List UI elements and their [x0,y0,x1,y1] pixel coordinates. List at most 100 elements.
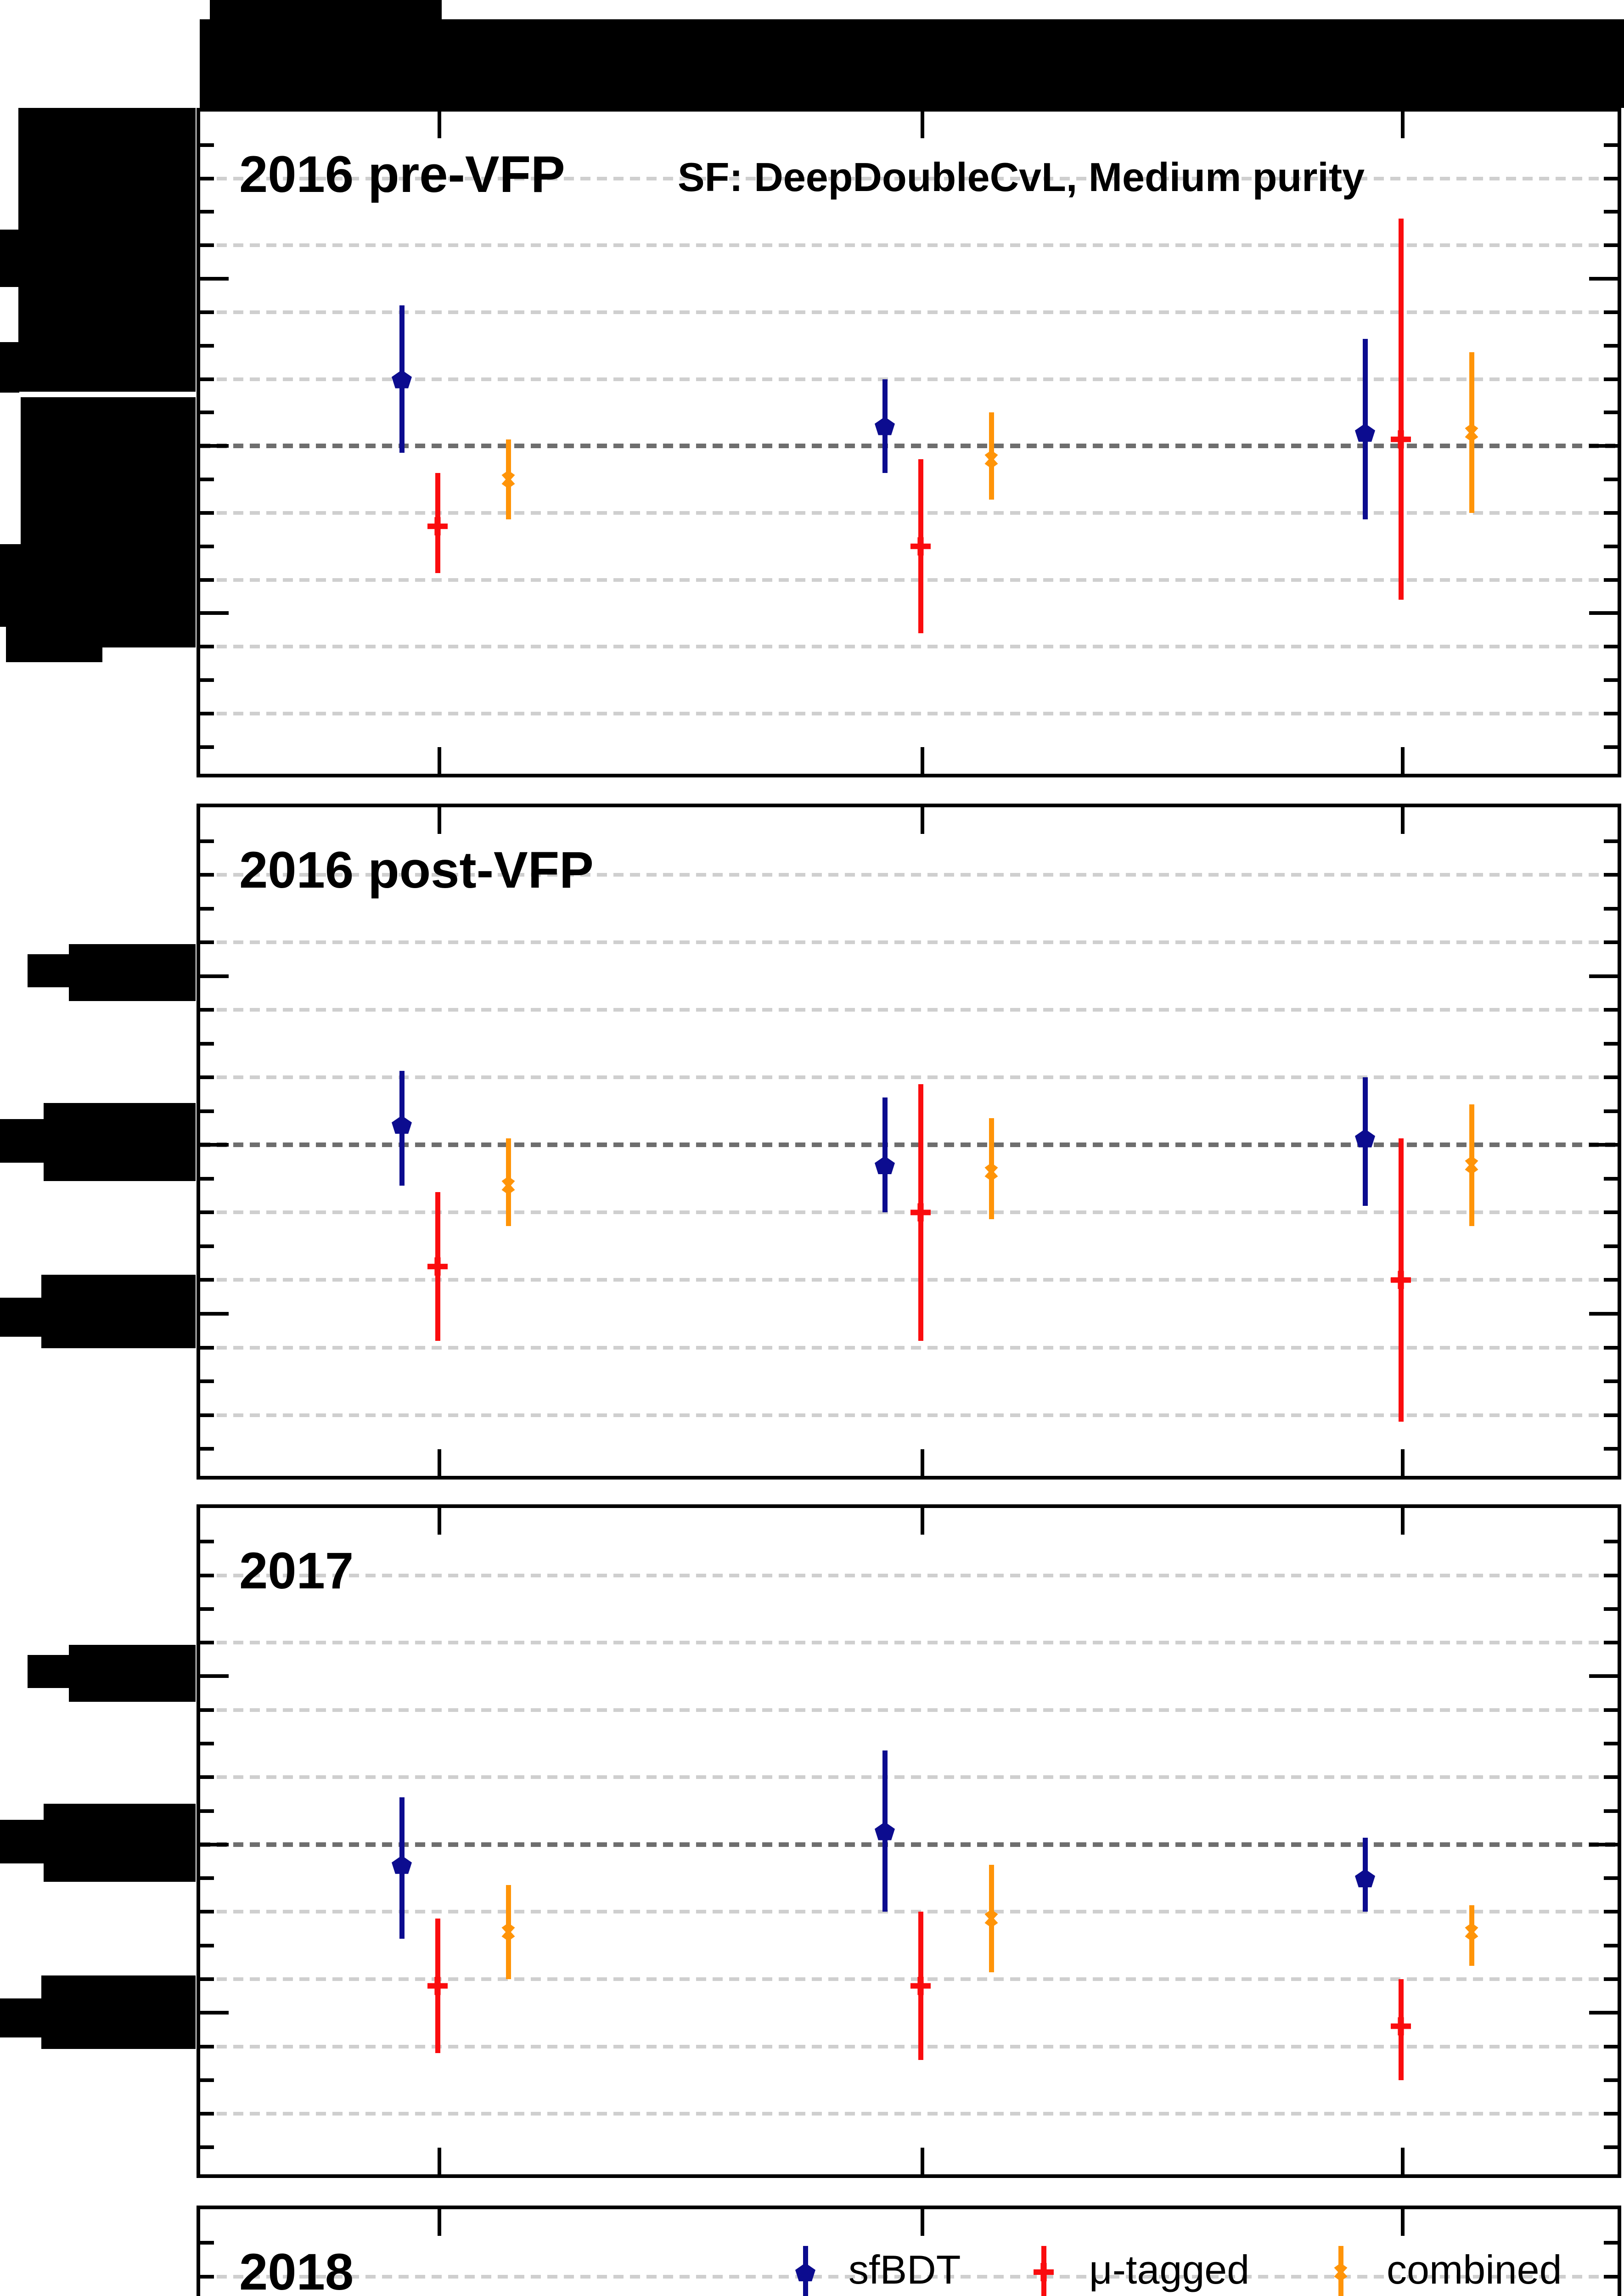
double-diamond-icon [1465,423,1478,442]
y-tick-right-minor [1604,1809,1618,1813]
y-tick-right-minor [1604,2078,1618,2082]
y-tick-left-major [200,1312,229,1316]
y-tick-right-minor [1604,940,1618,945]
y-tick-left-minor [200,1977,214,1981]
y-tick-left-minor [200,2241,214,2245]
y-tick-right-minor [1604,906,1618,911]
gridline-dotted [200,645,1618,649]
y-tick-right-minor [1604,1540,1618,1544]
redaction-p3-ylabel-125 [69,1645,196,1702]
error-bar-μ-tagged [1398,219,1404,600]
y-tick-right-minor [1604,745,1618,749]
y-tick-left-minor [200,143,214,147]
x-tick-bottom [438,1449,441,1476]
y-tick-left-minor [200,1210,214,1215]
y-tick-left-minor [200,1775,214,1779]
pentagon-icon [875,1822,895,1840]
y-tick-right-minor [1604,1413,1618,1417]
x-tick-bottom [1401,2148,1405,2174]
y-tick-right-minor [1604,711,1618,715]
pentagon-icon [392,1115,412,1134]
y-tick-left-major [200,611,229,615]
y-tick-left-minor [200,1041,214,1046]
cross-icon [1391,2017,1411,2036]
gridline-dotted [200,2274,1618,2279]
y-tick-right-major [1589,444,1618,448]
y-tick-left-major [200,1674,229,1678]
y-tick-right-minor [1604,1109,1618,1113]
y-tick-right-minor [1604,1775,1618,1779]
panel-title: 2018 [239,2243,354,2296]
redaction-p3-ylabel-100-tab [0,1820,44,1863]
y-tick-left-minor [200,578,214,582]
y-tick-left-minor [200,1278,214,1282]
y-tick-left-minor [200,645,214,649]
pentagon-icon [392,1855,412,1874]
x-tick-top [921,807,924,834]
y-tick-right-minor [1604,578,1618,582]
gridline-dotted [200,1573,1618,1577]
cross-icon [1391,1271,1411,1289]
y-tick-left-minor [200,1244,214,1248]
double-diamond-icon [501,1923,515,1941]
y-tick-right-minor [1604,1573,1618,1577]
y-tick-right-minor [1604,544,1618,548]
pentagon-icon [875,416,895,435]
redaction-top-title-line2 [200,19,1624,108]
y-tick-left-minor [200,940,214,945]
y-tick-left-minor [200,1910,214,1914]
y-tick-right-major [1589,2011,1618,2015]
y-tick-left-minor [200,1573,214,1577]
x-tick-top [1401,1508,1405,1535]
y-tick-left-minor [200,2274,214,2279]
panel-2016-pre-vfp: 2016 pre-VFP SF: DeepDoubleCvL, Medium pu… [197,108,1621,777]
reference-dotted-line [200,1842,1618,1847]
y-tick-left-minor [200,544,214,548]
y-tick-left-minor [200,1876,214,1880]
x-tick-bottom [438,747,441,774]
y-tick-left-minor [200,1109,214,1113]
y-tick-left-minor [200,210,214,214]
error-bar-sfBDT [882,1097,888,1213]
panel-2016-post-vfp: 2016 post-VFP [197,804,1621,1480]
y-tick-left-minor [200,343,214,348]
double-diamond-icon [1465,1923,1478,1941]
pentagon-icon [392,370,412,388]
y-tick-right-minor [1604,1176,1618,1181]
y-tick-left-minor [200,377,214,381]
x-tick-bottom [438,2148,441,2174]
legend-label: combined [1387,2247,1562,2292]
y-tick-right-minor [1604,2044,1618,2048]
y-tick-left-minor [200,678,214,682]
redaction-p2-ylabel-125-tab [28,954,69,987]
y-tick-left-minor [200,1345,214,1350]
y-tick-right-minor [1604,1708,1618,1712]
gridline-dotted [200,377,1618,381]
redaction-p2-ylabel-100-tab [0,1119,44,1163]
y-tick-left-minor [200,873,214,877]
y-tick-right-minor [1604,1345,1618,1350]
y-tick-right-minor [1604,1741,1618,1745]
y-tick-right-minor [1604,2274,1618,2279]
gridline-dotted [200,1345,1618,1350]
y-tick-left-minor [200,1176,214,1181]
x-tick-top [1401,2209,1405,2236]
panel-title: 2017 [239,1542,354,1599]
panel-2017: 2017 [197,1504,1621,2178]
gridline-dotted [200,1008,1618,1012]
gridline-dotted [200,511,1618,515]
reference-dotted-line [200,1142,1618,1148]
x-tick-top [438,112,441,138]
redaction-p2-ylabel-075 [41,1275,196,1348]
redaction-p2-ylabel-075-tab [0,1298,41,1337]
y-tick-right-major [1589,1143,1618,1147]
reference-dotted-line [200,444,1618,449]
x-tick-top [438,807,441,834]
y-tick-right-minor [1604,873,1618,877]
y-tick-left-minor [200,745,214,749]
pentagon-icon [1355,1869,1375,1888]
y-tick-left-minor [200,1447,214,1451]
y-tick-left-minor [200,1708,214,1712]
y-tick-right-minor [1604,1210,1618,1215]
y-tick-right-minor [1604,839,1618,843]
